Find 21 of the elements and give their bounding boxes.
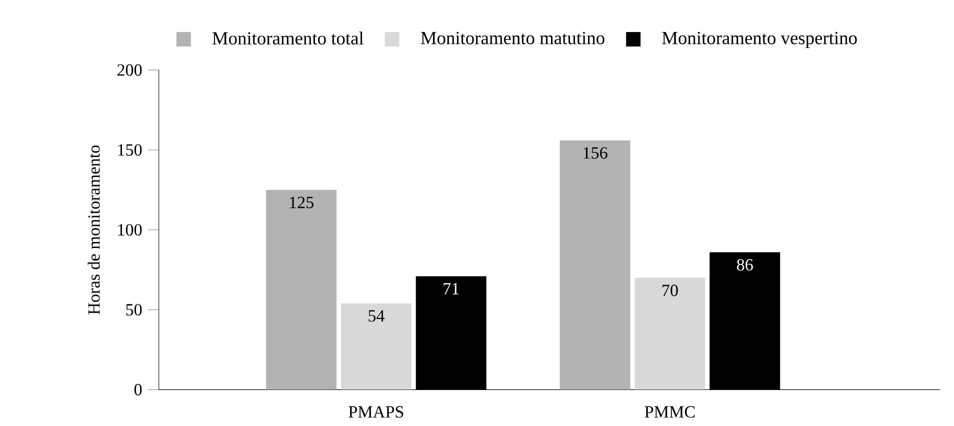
y-tick-label: 100 bbox=[118, 224, 142, 236]
bar bbox=[634, 278, 706, 390]
legend-label: Monitoramento vespertino bbox=[662, 32, 857, 48]
x-tick-label: PMAPS bbox=[348, 406, 404, 418]
bar bbox=[560, 140, 630, 390]
y-tick-label: 150 bbox=[118, 144, 142, 156]
data-label: 156 bbox=[584, 147, 608, 159]
bar bbox=[266, 190, 337, 390]
legend-label: Monitoramento total bbox=[212, 31, 364, 44]
y-tick-label: 50 bbox=[126, 304, 142, 316]
x-tick-label: PMMC bbox=[644, 406, 695, 418]
data-label: 54 bbox=[368, 310, 385, 322]
data-label: 70 bbox=[662, 284, 678, 296]
bar bbox=[340, 303, 412, 390]
y-axis-title: Horas de monitoramento bbox=[88, 145, 100, 314]
legend-label: Monitoramento matutino bbox=[420, 32, 604, 44]
data-label: 71 bbox=[444, 282, 459, 294]
y-tick-label: 0 bbox=[134, 384, 142, 396]
data-label: 86 bbox=[736, 258, 753, 271]
y-tick-label: 200 bbox=[117, 64, 142, 76]
data-label: 125 bbox=[290, 196, 314, 208]
